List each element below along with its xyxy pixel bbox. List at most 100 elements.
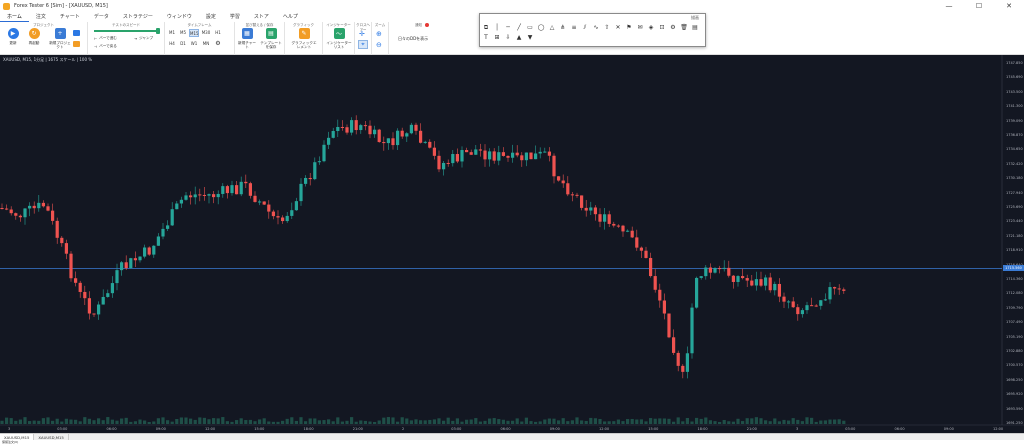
chart-tab-2[interactable]: XAUUSD,M15 bbox=[34, 433, 69, 441]
group-label-indicators: インジケーター bbox=[326, 23, 351, 27]
timeframe-w1[interactable]: W1 bbox=[190, 41, 198, 46]
gear-icon[interactable]: ⚙ bbox=[215, 40, 221, 47]
y-axis-label: 1707.490 bbox=[1006, 320, 1023, 325]
update-button[interactable]: ▶ 更新 bbox=[3, 28, 23, 45]
chart-tab-1[interactable]: XAUUSD,M15 bbox=[0, 433, 35, 441]
timeframe-mn[interactable]: MN bbox=[202, 41, 210, 46]
candle-body bbox=[253, 195, 257, 202]
new-chart-button[interactable]: ▦ 新規チャート bbox=[237, 28, 257, 49]
speed-slider[interactable] bbox=[94, 30, 158, 32]
wave-icon[interactable]: ∿ bbox=[593, 24, 599, 31]
speed-slider-handle[interactable] bbox=[156, 28, 160, 34]
ellipse-icon[interactable]: ◯ bbox=[537, 24, 545, 31]
bar-back-button[interactable]: ⊣ バーで戻る bbox=[94, 44, 117, 49]
menu-data[interactable]: データ bbox=[93, 14, 109, 20]
magnet-icon[interactable]: ⌖ bbox=[358, 40, 368, 49]
vertical-line-icon[interactable]: │ bbox=[495, 24, 499, 31]
volume-bar bbox=[14, 420, 18, 424]
new-project-button[interactable]: + 新規プロジェクト bbox=[48, 28, 72, 49]
drawing-toolbar[interactable]: 描画 ⧉ │ ─ ╱ ▭ ◯ △ ⋔ ≡ ⫽ ∿ ⇧ ✕ ⚑ ✉ ◈ ⊡ ⚙ 🗑… bbox=[479, 13, 706, 47]
diamond-icon[interactable]: ◈ bbox=[648, 24, 654, 31]
thumb-down-icon[interactable]: ▼ bbox=[527, 34, 533, 41]
gear-small-icon[interactable]: ⚙ bbox=[670, 24, 676, 31]
menu-home[interactable]: ホーム bbox=[0, 12, 29, 22]
arrow-down-icon[interactable]: ⇩ bbox=[505, 34, 511, 41]
graphic-elements-button[interactable]: ✎ グラフィックエレメント bbox=[291, 28, 317, 49]
minimize-button[interactable]: — bbox=[945, 2, 953, 10]
timeframe-m30[interactable]: M30 bbox=[201, 30, 211, 35]
candle-body bbox=[695, 277, 699, 308]
menu-order[interactable]: 注文 bbox=[35, 14, 46, 20]
rectangle-icon[interactable]: ▭ bbox=[527, 24, 533, 31]
pitchfork-icon[interactable]: ⋔ bbox=[560, 24, 566, 31]
zoom-out-icon[interactable]: ⊖ bbox=[376, 41, 382, 49]
menu-strategy[interactable]: ストラテジー bbox=[122, 14, 153, 20]
volume-bar bbox=[515, 418, 519, 424]
volume-bar bbox=[787, 420, 791, 424]
delete-icon[interactable]: 🗑 bbox=[680, 24, 688, 31]
channel-icon[interactable]: ⫽ bbox=[583, 24, 587, 31]
candle-body bbox=[396, 130, 400, 146]
timeframe-d1[interactable]: D1 bbox=[180, 41, 186, 46]
candle-body bbox=[626, 230, 630, 232]
candle-body bbox=[170, 209, 174, 226]
flag-icon[interactable]: ⚑ bbox=[626, 24, 632, 31]
y-axis-label: 1725.690 bbox=[1006, 205, 1023, 209]
timeframe-m5[interactable]: M5 bbox=[180, 30, 186, 35]
triangle-icon[interactable]: △ bbox=[549, 24, 555, 31]
indicator-list-button[interactable]: 〜 インジケーターリスト bbox=[326, 28, 352, 49]
copy-icon[interactable]: ⧉ bbox=[483, 24, 489, 31]
horizontal-line-icon[interactable]: ─ bbox=[506, 24, 510, 31]
fib-icon[interactable]: ≡ bbox=[571, 24, 577, 31]
crosshair-icon[interactable]: ✛ bbox=[359, 30, 365, 38]
save-icon[interactable] bbox=[73, 30, 80, 36]
orders-panel: 保留注文(0) bbox=[0, 440, 1024, 444]
chart-canvas[interactable] bbox=[0, 55, 1024, 433]
x-axis-label: 06:00 bbox=[500, 427, 511, 431]
trendline-icon[interactable]: ╱ bbox=[517, 24, 521, 31]
candle-body bbox=[534, 153, 538, 160]
folder-icon[interactable] bbox=[73, 41, 80, 47]
lock-icon[interactable]: ⊡ bbox=[659, 24, 665, 31]
candle-body bbox=[704, 267, 708, 277]
note-icon[interactable]: ✉ bbox=[637, 24, 643, 31]
volume-bar bbox=[561, 418, 565, 424]
save-template-button[interactable]: ▤ テンプレートを保存 bbox=[259, 28, 283, 49]
x-axis-label: 21:00 bbox=[746, 427, 757, 431]
volume-bar bbox=[405, 418, 409, 424]
close-button[interactable]: ✕ bbox=[1006, 2, 1012, 10]
arrow-up-icon[interactable]: ⇧ bbox=[604, 24, 610, 31]
menu-chart[interactable]: チャート bbox=[59, 14, 80, 20]
candle-body bbox=[327, 137, 331, 145]
volume-bar bbox=[607, 421, 611, 424]
volume-bar bbox=[534, 421, 538, 424]
timeframe-m1[interactable]: M1 bbox=[169, 30, 175, 35]
zoom-in-icon[interactable]: ⊕ bbox=[376, 30, 382, 38]
volume-bar bbox=[713, 421, 717, 424]
price-chart[interactable]: XAUUSD, M15, 1分足 | 1675 スケール | 100 % 174… bbox=[0, 55, 1024, 433]
volume-bar bbox=[60, 421, 64, 424]
candle-body bbox=[649, 257, 653, 277]
volume-bar bbox=[143, 420, 147, 424]
menu-window[interactable]: ウィンドウ bbox=[166, 14, 192, 20]
resume-button[interactable]: ↻ 再起動 bbox=[24, 28, 44, 45]
jump-button[interactable]: ⇥ ジャンプ bbox=[134, 36, 153, 41]
candle-body bbox=[74, 278, 78, 283]
candle-body bbox=[87, 298, 91, 314]
timeframe-h4[interactable]: H4 bbox=[169, 41, 175, 46]
bar-forward-button[interactable]: ⊢ バーで進む bbox=[94, 36, 117, 41]
cross-icon[interactable]: ✕ bbox=[615, 24, 621, 31]
gann-icon[interactable]: ⊞ bbox=[494, 34, 500, 41]
timeframe-m15[interactable]: M15 bbox=[189, 29, 199, 37]
menu-learn[interactable]: 学習 bbox=[229, 14, 240, 20]
timeframe-h1[interactable]: H1 bbox=[215, 30, 221, 35]
menu-store[interactable]: ストア bbox=[253, 14, 269, 20]
menu-help[interactable]: ヘルプ bbox=[282, 14, 298, 20]
candle-body bbox=[414, 124, 418, 131]
page-icon[interactable]: ▤ bbox=[692, 24, 698, 31]
text-icon[interactable]: T bbox=[484, 34, 488, 41]
x-axis-label: 3 bbox=[8, 427, 11, 431]
maximize-button[interactable]: ☐ bbox=[975, 2, 983, 10]
thumb-up-icon[interactable]: ▲ bbox=[516, 34, 522, 41]
menu-settings[interactable]: 設定 bbox=[205, 14, 216, 20]
